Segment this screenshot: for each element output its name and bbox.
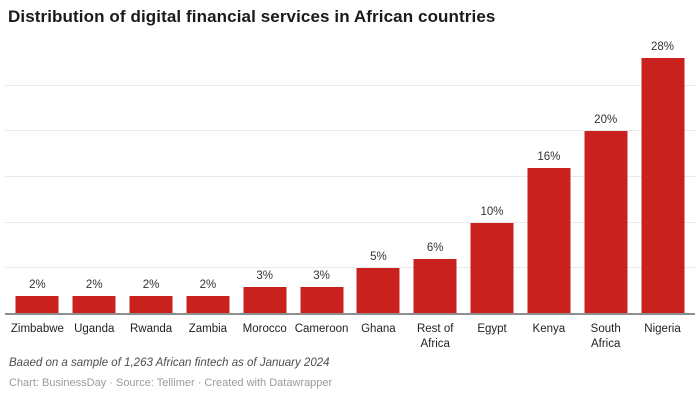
- category-label-egypt: Egypt: [477, 323, 507, 335]
- category-label-nigeria: Nigeria: [644, 323, 681, 335]
- bar-column-south-africa: 20% South Africa: [577, 40, 634, 350]
- bar-south-africa: [584, 131, 628, 314]
- bar-column-rest-of-africa: 6% Rest of Africa: [407, 40, 464, 350]
- footnote: Baaed on a sample of 1,263 African finte…: [9, 357, 330, 369]
- bar-column-zimbabwe: 2% Zimbabwe: [9, 40, 66, 335]
- bar-column-ghana: 5% Ghana: [350, 40, 407, 335]
- bar-kenya: [527, 167, 571, 314]
- bar-value-label: 10%: [480, 205, 504, 218]
- gridline-10: [5, 221, 695, 223]
- bar-value-label: 3%: [313, 269, 330, 282]
- category-label-kenya: Kenya: [532, 323, 566, 335]
- category-label-uganda: Uganda: [74, 323, 115, 335]
- bar-columns: 2% Zimbabwe 2% Uganda 2% Rwanda 2% Zambia 3% Moro…: [9, 40, 691, 350]
- bar-rwanda: [129, 295, 173, 314]
- bar-column-zambia: 2% Zambia: [179, 40, 236, 335]
- bar-column-uganda: 2% Uganda: [66, 40, 123, 335]
- bar-uganda: [72, 295, 116, 314]
- bar-zambia: [186, 295, 230, 314]
- plot-area: 2% Zimbabwe 2% Uganda 2% Rwanda 2% Zambia 3% Moro…: [5, 40, 695, 350]
- category-label-rwanda: Rwanda: [129, 323, 173, 335]
- bar-egypt: [470, 222, 514, 314]
- gridline-5: [5, 267, 695, 269]
- bar-zimbabwe: [15, 295, 59, 314]
- category-label-south-africa: South Africa: [590, 323, 621, 350]
- bar-column-morocco: 3% Morocco: [236, 40, 293, 335]
- bar-value-label: 2%: [85, 278, 103, 291]
- bar-value-label: 20%: [594, 114, 618, 127]
- x-axis-line: [5, 313, 695, 315]
- bar-value-label: 5%: [370, 251, 387, 264]
- attribution: Chart: BusinessDay · Source: Tellimer · …: [9, 377, 333, 389]
- bar-value-label: 3%: [256, 269, 274, 282]
- bar-value-label: 2%: [29, 278, 46, 291]
- bar-value-label: 16%: [537, 150, 561, 163]
- category-label-ghana: Ghana: [361, 323, 396, 335]
- bar-cameroon: [300, 286, 344, 314]
- bar-value-label: 2%: [142, 278, 160, 291]
- category-label-cameroon: Cameroon: [294, 323, 349, 335]
- bar-column-egypt: 10% Egypt: [464, 40, 521, 335]
- category-label-zimbabwe: Zimbabwe: [10, 323, 64, 335]
- chart-title: Distribution of digital financial servic…: [8, 7, 496, 26]
- bar-value-label: 2%: [199, 278, 217, 291]
- bar-morocco: [243, 286, 287, 314]
- category-label-morocco: Morocco: [242, 323, 287, 335]
- bar-column-kenya: 16% Kenya: [520, 40, 577, 335]
- bar-column-cameroon: 3% Cameroon: [293, 40, 350, 335]
- bar-column-nigeria: 28% Nigeria: [634, 40, 691, 335]
- bar-column-rwanda: 2% Rwanda: [123, 40, 180, 335]
- category-label-zambia: Zambia: [188, 323, 228, 335]
- category-label-rest-of-africa: Rest of Africa: [416, 323, 454, 350]
- gridline-25: [5, 84, 695, 86]
- bar-nigeria: [641, 58, 685, 314]
- bar-ghana: [356, 268, 400, 314]
- bar-rest-of-africa: [413, 259, 457, 314]
- bar-value-label: 6%: [426, 242, 444, 255]
- gridline-15: [5, 176, 695, 177]
- gridline-20: [5, 130, 695, 132]
- bar-value-label: 28%: [651, 41, 675, 54]
